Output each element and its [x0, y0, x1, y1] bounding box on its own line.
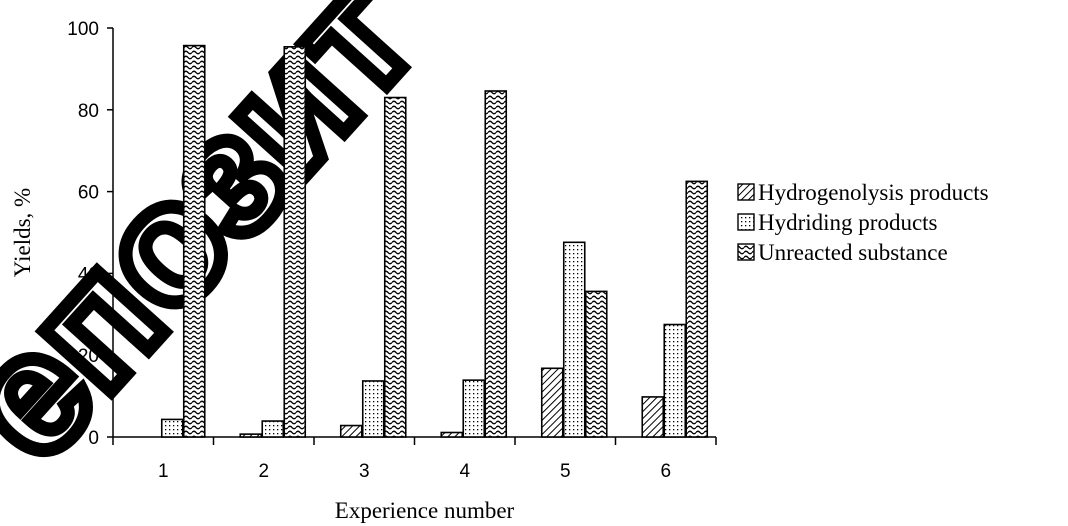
legend: Hydrogenolysis products Hydriding product… [737, 180, 989, 265]
bar-dots-5 [562, 241, 586, 438]
legend-swatch-waves [737, 243, 755, 261]
x-tick-label: 6 [660, 461, 671, 482]
y-ticks: 0 20 40 60 80 100 [67, 19, 113, 449]
bar-dots-3 [361, 380, 385, 438]
x-tick-label: 4 [459, 461, 470, 482]
y-tick-label: 40 [78, 264, 99, 285]
legend-swatch-dots [737, 213, 755, 231]
bar-diagonal-4 [440, 431, 464, 438]
bar-waves-4 [484, 90, 508, 438]
legend-label: Unreacted substance [758, 240, 948, 265]
y-tick-label: 60 [78, 183, 99, 204]
x-axis-title: Experience number [335, 498, 515, 523]
x-tick-label: 3 [359, 461, 370, 482]
y-tick-label: 80 [78, 101, 99, 122]
legend-swatch-diagonal [737, 183, 755, 201]
bar-waves-2 [283, 46, 307, 438]
bar-waves-3 [383, 96, 407, 438]
bar-diagonal-6 [641, 396, 665, 438]
bar-diagonal-5 [540, 367, 564, 438]
legend-label: Hydrogenolysis products [758, 180, 989, 205]
bar-dots-4 [462, 379, 486, 438]
bar-diagonal-2 [239, 433, 263, 438]
bar-dots-1 [160, 418, 184, 438]
x-tick-label: 2 [258, 461, 269, 482]
bar-waves-5 [584, 290, 608, 438]
y-axis-title: Yields, % [10, 188, 35, 277]
bar-waves-1 [182, 44, 206, 438]
bar-dots-2 [261, 420, 285, 438]
x-tick-label: 1 [158, 461, 169, 482]
bar-diagonal-3 [339, 424, 363, 438]
bar-dots-6 [663, 323, 687, 438]
bars [160, 44, 709, 438]
x-ticks: 1 2 3 4 5 6 [112, 437, 717, 482]
y-tick-label: 100 [67, 19, 99, 40]
x-tick-label: 5 [560, 461, 571, 482]
legend-label: Hydriding products [758, 210, 938, 235]
y-tick-label: 0 [88, 428, 99, 449]
bar-waves-6 [685, 180, 709, 438]
y-tick-label: 20 [78, 346, 99, 367]
